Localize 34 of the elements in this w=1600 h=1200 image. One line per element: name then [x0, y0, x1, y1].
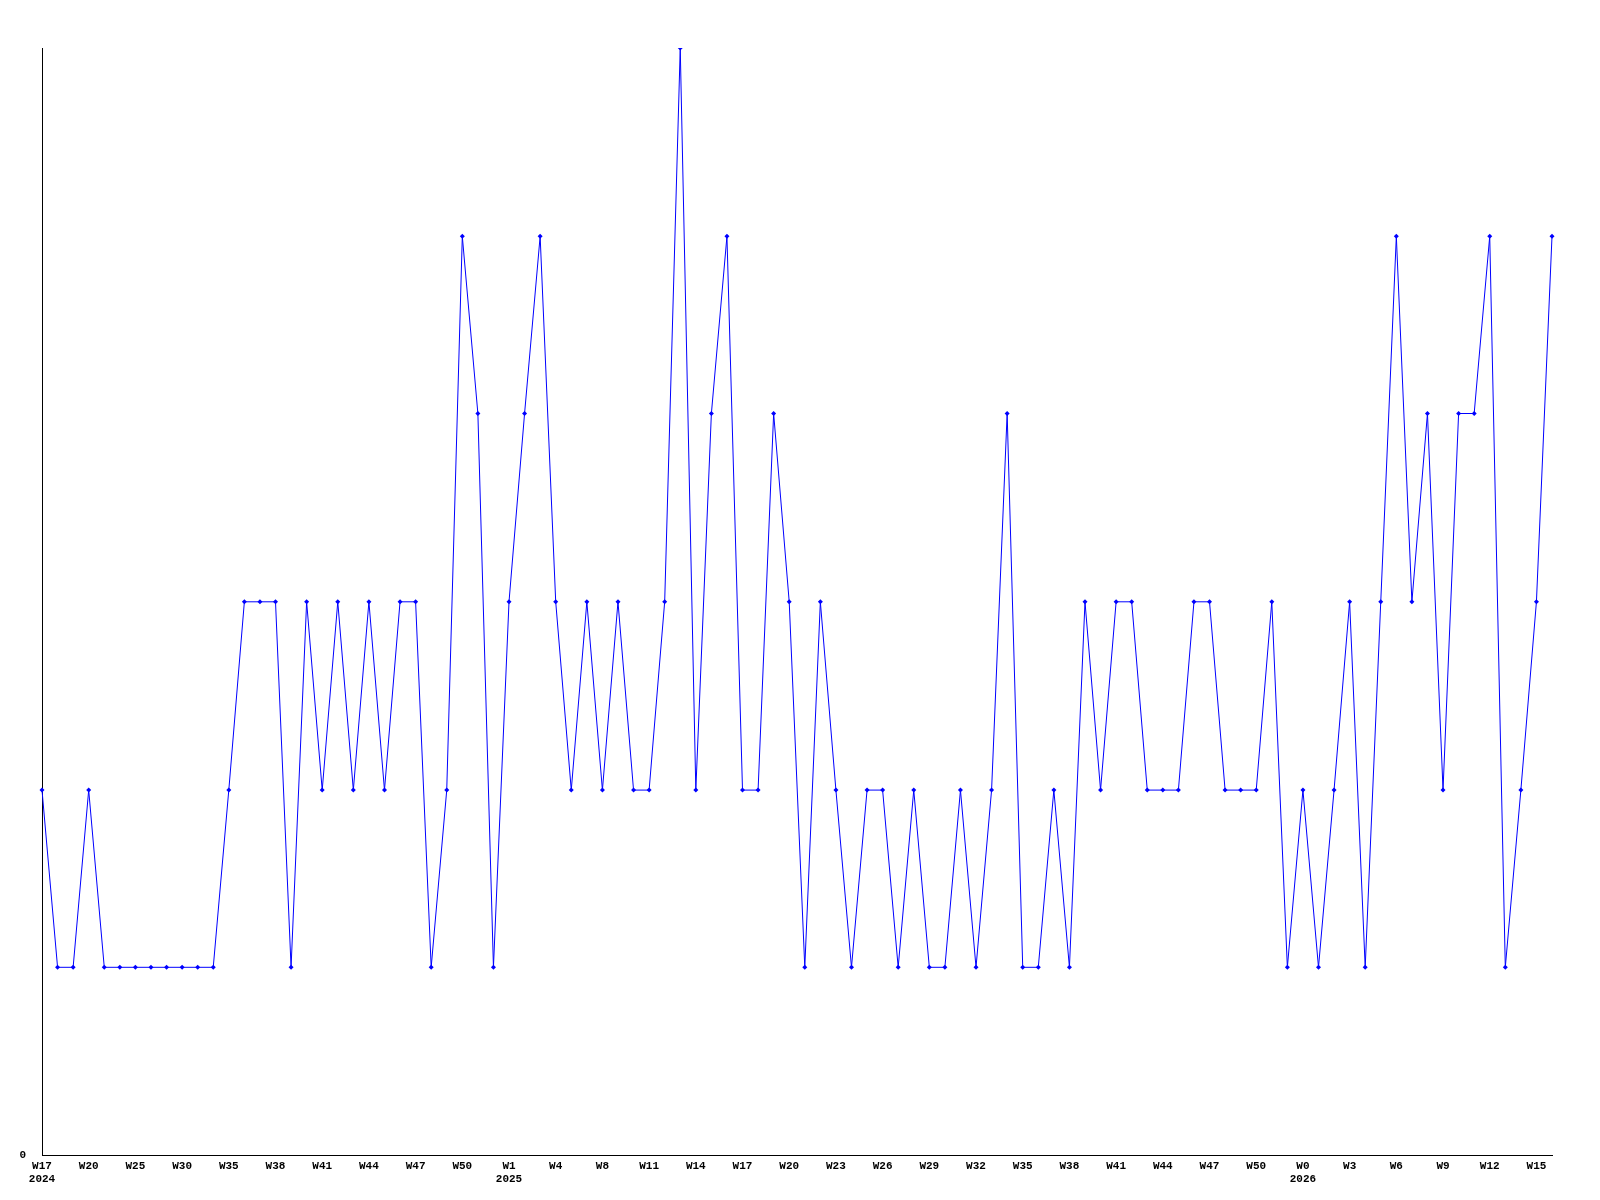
x-tick-label: W20: [78, 1159, 99, 1172]
x-tick-label: W38: [265, 1159, 286, 1172]
x-tick-label: W47: [1199, 1159, 1220, 1172]
x-tick-label: W8: [595, 1159, 610, 1172]
x-tick-label: W50: [452, 1159, 473, 1172]
x-tick-label: W30: [172, 1159, 193, 1172]
x-tick-label: W12: [1479, 1159, 1500, 1172]
x-tick-label: W20: [779, 1159, 800, 1172]
x-tick-label: W50: [1246, 1159, 1267, 1172]
x-tick-label: W3: [1343, 1159, 1357, 1172]
x-tick-label: W6: [1389, 1159, 1403, 1172]
x-tick-label: W41: [1106, 1159, 1127, 1172]
x-tick-label: W4: [549, 1159, 563, 1172]
x-tick-label: W0 2026: [1289, 1159, 1317, 1186]
x-tick-label: W25: [125, 1159, 146, 1172]
x-tick-label: W44: [359, 1159, 380, 1172]
x-tick-label: W38: [1059, 1159, 1080, 1172]
x-tick-label: W14: [685, 1159, 707, 1172]
x-tick-label: W35: [1012, 1159, 1034, 1172]
x-tick-label: W15: [1526, 1159, 1547, 1172]
text: 0: [19, 1149, 26, 1162]
x-tick-label: W23: [826, 1159, 847, 1172]
x-tick-label: W17: [732, 1159, 753, 1172]
x-tick-label: W44: [1152, 1159, 1174, 1172]
x-tick-label: W29: [919, 1159, 940, 1172]
x-tick-label: W41: [312, 1159, 333, 1172]
x-tick-label: W35: [218, 1159, 240, 1172]
x-tick-label: W26: [872, 1159, 893, 1172]
x-tick-label: W17 2024: [28, 1159, 56, 1186]
x-tick-label: W47: [405, 1159, 426, 1172]
x-tick-label: W9: [1436, 1159, 1450, 1172]
x-tick-label: W1 2025: [495, 1159, 523, 1186]
x-tick-label: W32: [966, 1159, 986, 1172]
x-tick-label: W11: [639, 1159, 660, 1172]
